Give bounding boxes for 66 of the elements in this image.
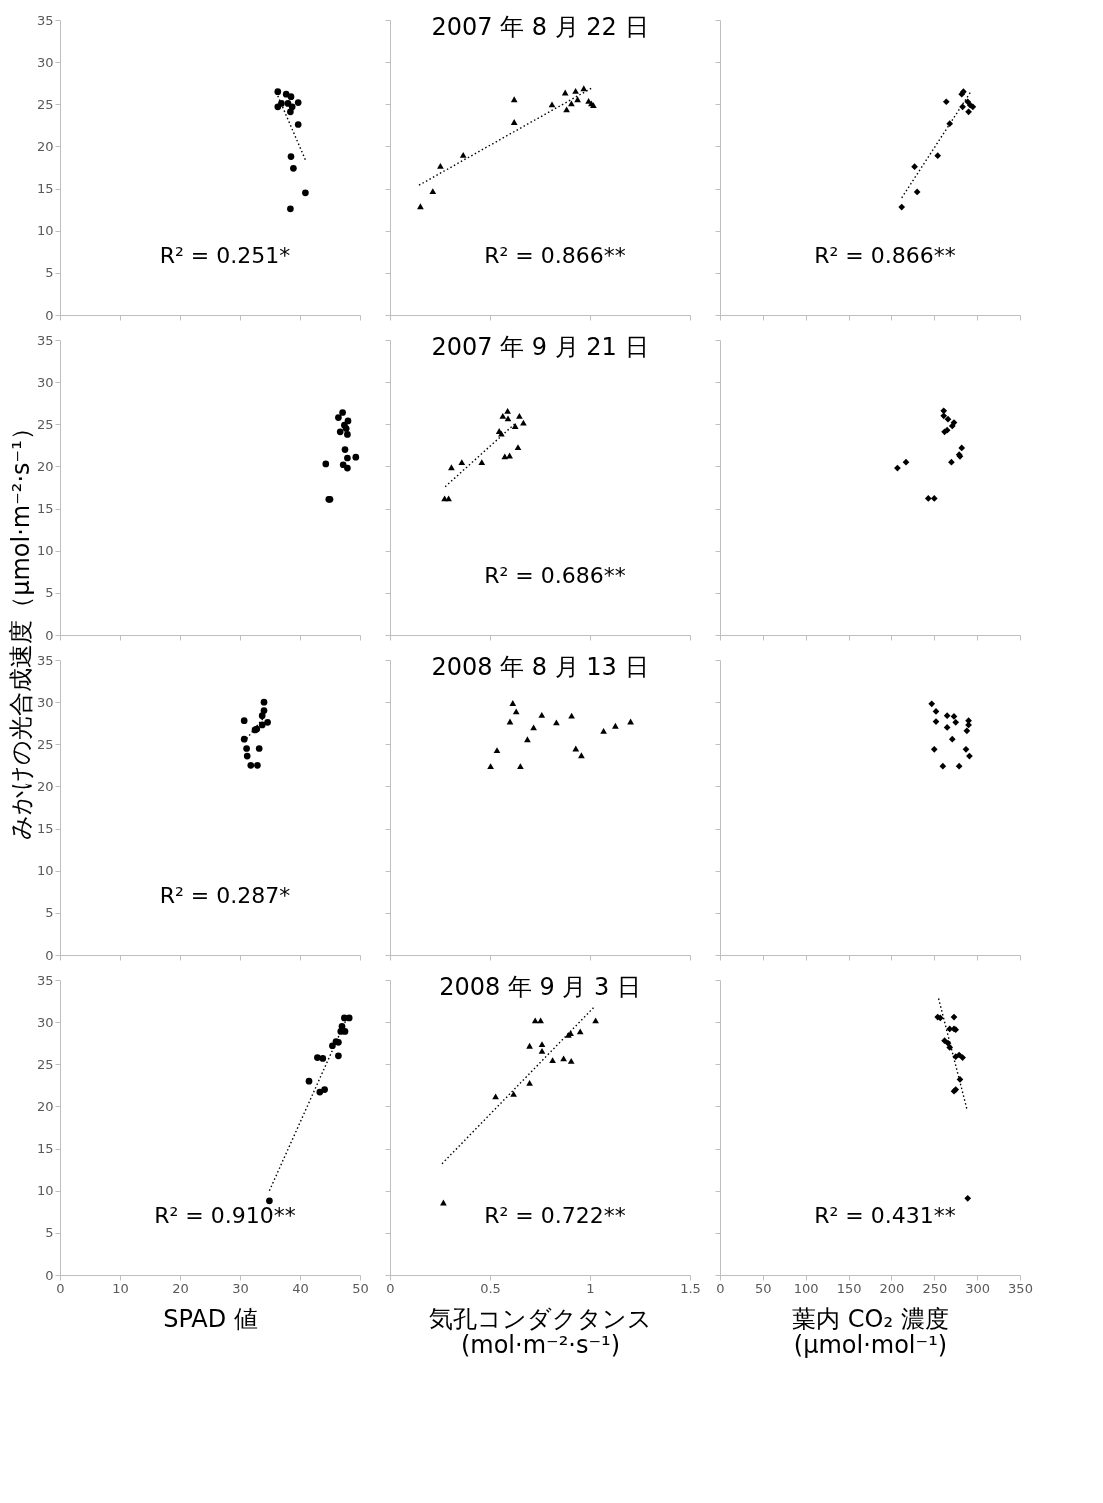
x-tick-label: 50 bbox=[755, 1280, 772, 1296]
x-axis-title: 気孔コンダクタンス (mol·m⁻²·s⁻¹) bbox=[429, 1304, 652, 1359]
y-tick-label: 35 bbox=[36, 972, 54, 988]
y-tick-label: 10 bbox=[36, 863, 54, 879]
y-tick-label: 15 bbox=[36, 821, 54, 837]
annotation: R² = 0.910** bbox=[154, 1203, 296, 1228]
x-tick-label: 1.5 bbox=[680, 1280, 701, 1296]
y-tick-label: 20 bbox=[36, 1098, 54, 1114]
x-tick-label: 0.5 bbox=[480, 1280, 501, 1296]
y-tick-label: 10 bbox=[36, 543, 54, 559]
x-tick-label: 200 bbox=[879, 1280, 905, 1296]
annotation: R² = 0.866** bbox=[814, 243, 956, 268]
x-tick-label: 0 bbox=[716, 1280, 725, 1296]
x-tick-label: 0 bbox=[386, 1280, 395, 1296]
y-tick-label: 15 bbox=[36, 1141, 54, 1157]
y-tick-label: 10 bbox=[36, 1183, 54, 1199]
x-axis-title: 葉内 CO₂ 濃度 (μmol·mol⁻¹) bbox=[792, 1304, 949, 1359]
chart-title: 2008 年 9 月 3 日 bbox=[439, 973, 641, 1001]
y-tick-label: 20 bbox=[36, 778, 54, 794]
x-tick-label: 30 bbox=[232, 1280, 249, 1296]
annotation: R² = 0.431** bbox=[814, 1203, 956, 1228]
annotation: R² = 0.722** bbox=[484, 1203, 626, 1228]
y-tick-label: 10 bbox=[36, 223, 54, 239]
x-tick-label: 300 bbox=[965, 1280, 991, 1296]
y-tick-label: 25 bbox=[36, 1056, 54, 1072]
x-tick-label: 150 bbox=[836, 1280, 862, 1296]
x-tick-label: 20 bbox=[172, 1280, 189, 1296]
y-tick-label: 15 bbox=[36, 501, 54, 517]
annotation: R² = 0.251* bbox=[159, 243, 291, 268]
x-tick-label: 0 bbox=[56, 1280, 65, 1296]
y-tick-label: 20 bbox=[36, 458, 54, 474]
y-tick-label: 35 bbox=[36, 332, 54, 348]
chart-title: 2007 年 8 月 22 日 bbox=[431, 13, 649, 41]
x-tick-label: 50 bbox=[352, 1280, 369, 1296]
annotation: R² = 0.866** bbox=[484, 243, 626, 268]
y-tick-label: 15 bbox=[36, 181, 54, 197]
y-tick-label: 5 bbox=[45, 1225, 54, 1241]
annotation: R² = 0.686** bbox=[484, 563, 626, 588]
annotation: R² = 0.287* bbox=[159, 883, 291, 908]
x-tick-label: 1 bbox=[586, 1280, 595, 1296]
y-tick-label: 0 bbox=[45, 1267, 54, 1283]
y-tick-label: 0 bbox=[45, 627, 54, 643]
y-tick-label: 20 bbox=[36, 138, 54, 154]
y-tick-label: 30 bbox=[36, 1014, 54, 1030]
chart-title: 2007 年 9 月 21 日 bbox=[431, 333, 649, 361]
y-tick-label: 30 bbox=[36, 54, 54, 70]
y-tick-label: 25 bbox=[36, 736, 54, 752]
y-tick-label: 25 bbox=[36, 96, 54, 112]
y-tick-label: 0 bbox=[45, 307, 54, 323]
y-tick-label: 30 bbox=[36, 694, 54, 710]
x-tick-label: 10 bbox=[112, 1280, 129, 1296]
chart-title: 2008 年 8 月 13 日 bbox=[431, 653, 649, 681]
y-tick-label: 5 bbox=[45, 585, 54, 601]
y-tick-label: 5 bbox=[45, 905, 54, 921]
y-tick-label: 25 bbox=[36, 416, 54, 432]
x-tick-label: 350 bbox=[1008, 1280, 1033, 1296]
y-tick-label: 5 bbox=[45, 265, 54, 281]
y-tick-label: 30 bbox=[36, 374, 54, 390]
y-tick-label: 35 bbox=[36, 12, 54, 28]
x-tick-label: 40 bbox=[292, 1280, 309, 1296]
y-tick-label: 0 bbox=[45, 947, 54, 963]
y-tick-label: 35 bbox=[36, 652, 54, 668]
y-axis-title: みかけの光合成速度（μmol·m⁻²·s⁻¹） bbox=[7, 416, 35, 840]
x-tick-label: 250 bbox=[922, 1280, 948, 1296]
x-tick-label: 100 bbox=[793, 1280, 819, 1296]
x-axis-title: SPAD 値 bbox=[163, 1304, 258, 1333]
